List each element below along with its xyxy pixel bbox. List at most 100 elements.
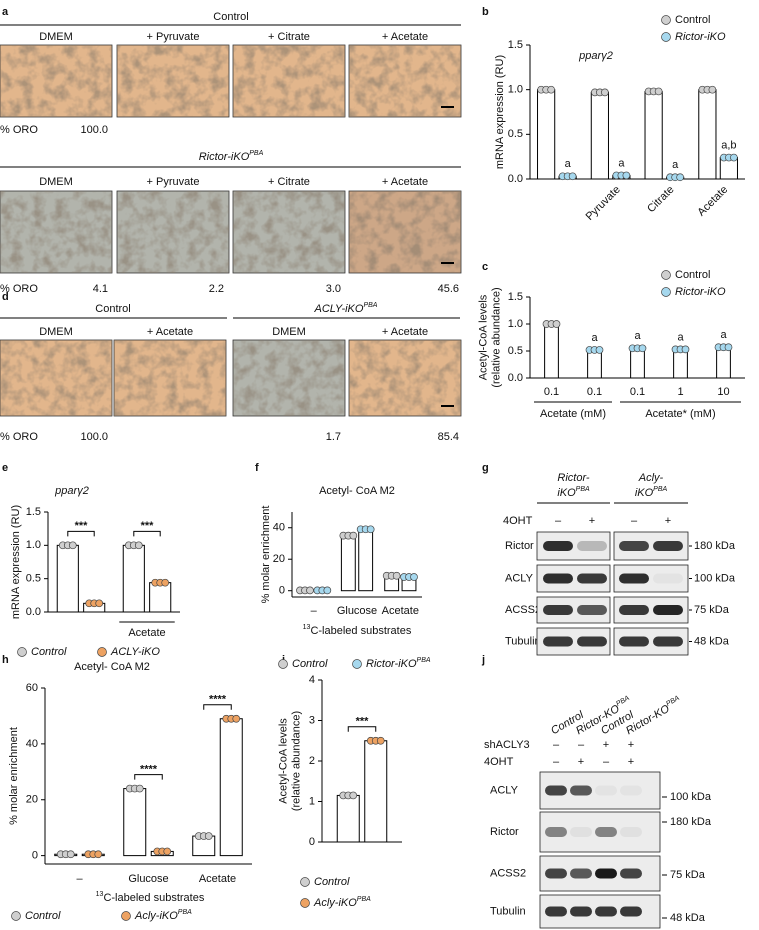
lane-sign: – [578, 739, 585, 751]
oro-value: 2.2 [209, 283, 224, 295]
legend-label-main: ACLY-iKO [110, 646, 160, 658]
panel-label: h [2, 654, 9, 666]
bar [630, 347, 645, 379]
data-point [681, 345, 690, 354]
micrograph-texture [349, 45, 461, 117]
marker-label: 48 kDa [670, 912, 706, 924]
x-tick-label: 0.1 [587, 386, 602, 398]
blot-band [543, 573, 573, 584]
oro-label: % ORO [0, 431, 38, 443]
x-tick-label: Glucose [128, 873, 168, 885]
significance: *** [356, 716, 370, 728]
bar [537, 89, 556, 180]
y-tick-label: 0 [309, 836, 315, 848]
bar [56, 544, 79, 613]
group-title-main: Control [213, 11, 248, 23]
blot-band [653, 541, 683, 551]
data-point [163, 847, 172, 856]
oro-value: 4.1 [93, 283, 108, 295]
legend-marker [121, 911, 131, 921]
y-tick-label: 1.0 [508, 84, 523, 96]
micrograph-texture [233, 45, 345, 117]
panel-label: e [2, 462, 8, 474]
legend-label: Acly-iKOPBA [134, 909, 192, 922]
lane-sign: – [553, 739, 560, 751]
lane-title-sup: PBA [665, 695, 681, 708]
annotation: a [672, 159, 679, 171]
blot-band [570, 906, 592, 917]
condition-label: DMEM [39, 31, 73, 43]
micrograph-texture [117, 191, 229, 273]
blot-band [595, 906, 617, 917]
blot-band [619, 605, 649, 615]
marker-label: 75 kDa [694, 604, 730, 616]
category-group-label: Acetate (mM) [540, 408, 606, 420]
condition-label: + Acetate [382, 326, 428, 338]
x-tick-label: 1 [677, 386, 683, 398]
oro-value: 100.0 [80, 431, 108, 443]
treatment-label: 4OHT [503, 515, 533, 527]
lane-group-title-sup: PBA [576, 486, 590, 493]
group-title-sup: PBA [363, 302, 377, 309]
micrograph-texture [349, 191, 461, 273]
data-point [708, 85, 717, 94]
condition-label: + Pyruvate [147, 31, 200, 43]
lane-group-title: Rictor- [557, 472, 590, 484]
lane-group-title: iKOPBA [557, 486, 590, 499]
legend-label-main: Rictor-iKO [675, 31, 726, 43]
blot-band [653, 573, 683, 584]
blot-row-label: Tubulin [505, 635, 541, 647]
condition-label: + Citrate [268, 176, 310, 188]
legend-label: Control [292, 658, 328, 670]
data-point [638, 344, 647, 353]
y-axis-label: Acetyl-CoA levels [477, 294, 489, 380]
category-group-label: Acetate* (mM) [645, 408, 715, 420]
treatment-label: 4OHT [484, 756, 514, 768]
annotation: a [591, 332, 598, 344]
lane-title-sup: PBA [615, 695, 631, 708]
legend-marker [661, 270, 671, 280]
lane-group-title: Acly- [638, 472, 664, 484]
group-title: Control [213, 11, 248, 23]
blot-row-label: Tubulin [490, 905, 526, 917]
group-title: ACLY-iKOPBA [314, 302, 378, 315]
bar [698, 89, 717, 180]
condition-label: DMEM [39, 176, 73, 188]
blot-band [619, 541, 649, 551]
blot-band [620, 827, 642, 837]
blot-band [543, 636, 573, 647]
legend-marker [278, 659, 288, 669]
legend-label-main: Control [292, 658, 328, 670]
x-axis-label: 13C-labeled substrates [303, 624, 412, 637]
micrograph-texture [0, 340, 112, 416]
legend-label: Rictor-iKO [675, 31, 726, 43]
blot-band [570, 827, 592, 837]
blot-band [620, 868, 642, 879]
legend-marker [661, 32, 671, 42]
micrograph-texture [0, 191, 112, 273]
legend-label-sup: PBA [417, 657, 431, 664]
panel-label: c [482, 261, 488, 273]
blot-band [653, 636, 683, 647]
blot-band [577, 605, 607, 615]
lane-sign: + [603, 739, 609, 751]
data-point [601, 88, 609, 97]
marker-label: 180 kDa [694, 540, 736, 552]
blot-band [595, 868, 617, 879]
group-title-main: Control [95, 303, 130, 315]
data-point [595, 346, 604, 354]
data-point [204, 832, 213, 840]
lane-sign: – [631, 515, 638, 527]
oro-value: 85.4 [438, 431, 459, 443]
condition-label: + Acetate [382, 31, 428, 43]
oro-label: % ORO [0, 124, 38, 136]
data-point [232, 714, 241, 723]
lane-group-title-main: iKO [557, 487, 576, 499]
blot-band [577, 573, 607, 584]
y-axis-label: (relative abundance) [290, 711, 302, 811]
significance: *** [141, 520, 155, 532]
x-axis-label-main: C-labeled substrates [310, 625, 411, 637]
lane-sign: – [555, 515, 562, 527]
blot-band [577, 636, 607, 647]
data-point [134, 541, 143, 550]
